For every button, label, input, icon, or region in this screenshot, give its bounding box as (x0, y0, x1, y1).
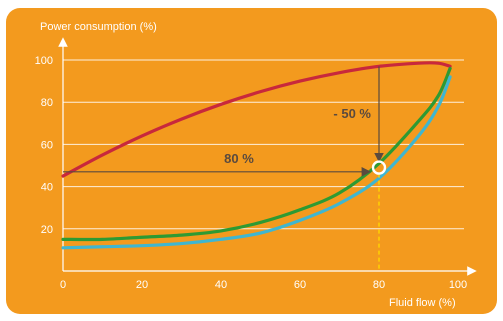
y-tick-label-100: 100 (35, 55, 53, 67)
annotation-label-50: - 50 % (333, 106, 371, 121)
series-line-1 (61, 61, 452, 178)
series-line-2 (61, 66, 452, 242)
x-tick-label-100: 100 (449, 279, 467, 291)
chart-card: 20 40 60 80 100 0 20 40 60 80 100 80 % - 50 % Power… (6, 8, 497, 314)
annotation-label-80: 80 % (224, 151, 254, 166)
y-tick-label-60: 60 (41, 139, 53, 151)
chart-svg: 20 40 60 80 100 0 20 40 60 80 100 80 % - 50 % Power… (35, 21, 477, 309)
x-tick-label-60: 60 (294, 279, 306, 291)
x-tick-label-20: 20 (136, 279, 148, 291)
y-tick-label-20: 20 (41, 224, 53, 236)
y-tick-label-40: 40 (41, 182, 53, 194)
y-axis-title: Power consumption (%) (40, 21, 157, 33)
y-tick-label-80: 80 (41, 97, 53, 109)
series-line-3 (61, 75, 452, 250)
x-tick-label-40: 40 (215, 279, 227, 291)
x-axis-title: Fluid flow (%) (389, 297, 456, 309)
highlight-marker (371, 160, 387, 175)
x-tick-label-80: 80 (373, 279, 385, 291)
x-tick-label-0: 0 (60, 279, 66, 291)
